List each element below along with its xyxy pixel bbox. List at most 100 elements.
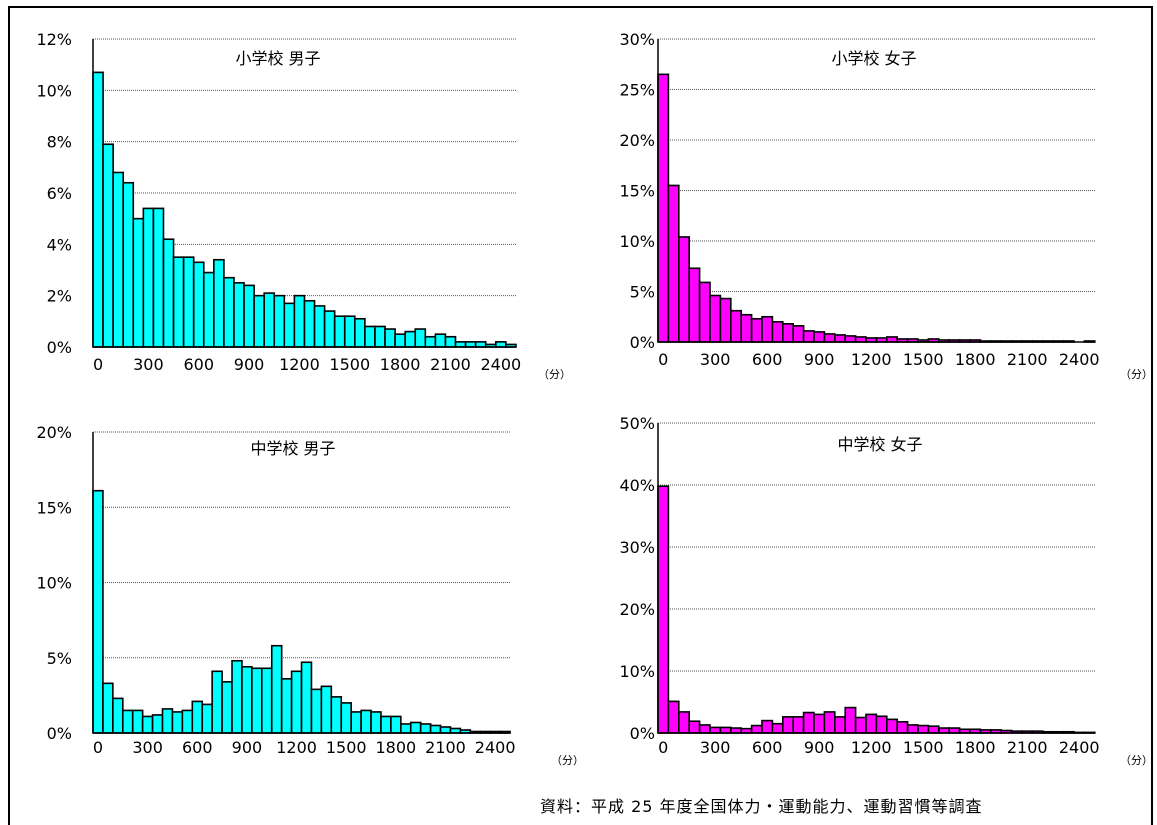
- bar: 1440: 2.4%: [330, 696, 343, 734]
- x-tick-label: 600: [752, 350, 783, 369]
- x-tick-label: 0: [658, 350, 668, 369]
- bar: 780: 3.4%: [221, 681, 233, 734]
- bar: 1500: 1.2%: [917, 724, 930, 734]
- bar: 960: 3.4%: [823, 711, 836, 734]
- chart-junior-high-boys: 中学校 男子 （分） 0% 5% 10% 15% 20% 0: 16.1%60: 3.3%…: [36, 423, 584, 767]
- y-tick-label: 20%: [36, 423, 72, 442]
- y-tick-label: 25%: [619, 81, 655, 100]
- bar: 1500: 2%: [340, 702, 352, 734]
- bar: 1020: 2.1%: [263, 292, 276, 348]
- y-tick-label: 10%: [36, 81, 72, 100]
- y-tick-label: 10%: [619, 232, 655, 251]
- bar: 1380: 1.8%: [896, 721, 909, 734]
- x-tick-label: 1500: [903, 738, 944, 757]
- bar: 660: 2.9%: [202, 271, 215, 348]
- bar: 720: 1.8%: [782, 323, 795, 343]
- bar: 1380: 3.1%: [320, 685, 333, 734]
- bar: 1260: 2.7%: [875, 715, 888, 734]
- panel-title: 小学校 男子: [235, 49, 320, 68]
- bar: 1920: 0.7%: [409, 721, 422, 734]
- x-unit-label: （分）: [551, 754, 584, 767]
- y-tick-label: 2%: [47, 287, 72, 306]
- bar: 2160: 0.2%: [454, 341, 467, 348]
- bar: 1920: 0.7%: [414, 328, 427, 348]
- bar: 1020: 2.6%: [833, 716, 846, 734]
- bar: 1020: 0.7%: [833, 334, 846, 343]
- x-tick-label: 1200: [851, 350, 892, 369]
- x-tick-label: 2400: [1059, 350, 1100, 369]
- x-tick-label: 600: [183, 355, 214, 374]
- x-tick-label: 900: [804, 350, 835, 369]
- x-tick-label: 1500: [326, 738, 367, 757]
- bar: 660: 1.5%: [771, 722, 784, 734]
- bar: 900: 2.4%: [243, 284, 255, 348]
- x-tick-label: 0: [93, 355, 103, 374]
- y-tick-label: 6%: [47, 184, 72, 203]
- x-tick-label: 300: [700, 350, 731, 369]
- bar: 840: 4.8%: [231, 659, 243, 734]
- bar: 240: 1.3%: [698, 724, 711, 734]
- bar: 1140: 1.7%: [283, 302, 296, 348]
- y-tick-label: 0%: [47, 338, 72, 357]
- bar: 840: 3.3%: [802, 711, 815, 734]
- bar: 540: 1.2%: [750, 724, 763, 734]
- bar: 420: 1.6%: [161, 708, 174, 734]
- y-tick-label: 20%: [619, 131, 655, 150]
- bar: 0: 39.8%: [657, 485, 670, 734]
- x-tick-label: 1800: [955, 350, 996, 369]
- bar: 1440: 1.3%: [906, 724, 919, 734]
- bar: 1620: 0.8%: [364, 325, 376, 348]
- bar: 1140: 2.5%: [854, 716, 867, 734]
- panel-title: 中学校 男子: [250, 439, 335, 458]
- bar: 60: 3.3%: [102, 682, 114, 734]
- bar: 720: 4.1%: [211, 670, 223, 734]
- y-tick-label: 0%: [47, 724, 72, 743]
- bar: 1080: 2%: [273, 294, 286, 348]
- y-tick-label: 30%: [619, 538, 655, 557]
- bar: 360: 5.4%: [152, 207, 165, 348]
- x-unit-label: （分）: [1120, 754, 1153, 767]
- y-tick-label: 4%: [47, 235, 72, 254]
- bar: 180: 7.3%: [688, 267, 701, 343]
- bar: 600: 2%: [761, 719, 774, 734]
- bar: 660: 2%: [771, 320, 784, 343]
- bar: 840: 1.1%: [802, 330, 815, 343]
- bar: 900: 3%: [813, 713, 826, 734]
- x-tick-label: 2400: [475, 738, 516, 757]
- chart-elementary-girls: 小学校 女子 （分） 0%5%10%15%20%25%30%0: 26.5%60…: [619, 30, 1153, 381]
- bar: 300: 5.4%: [142, 207, 155, 348]
- bar: 1860: 0.6%: [404, 330, 417, 348]
- panel-title: 中学校 女子: [837, 435, 922, 454]
- figure-frame: [8, 6, 1153, 825]
- x-tick-label: 300: [133, 355, 164, 374]
- bar: 1620: 1.5%: [360, 709, 372, 734]
- bar: 720: 3.4%: [213, 258, 225, 348]
- bar: 180: 6.4%: [122, 181, 135, 348]
- chart-junior-high-girls: 中学校 女子 （分） 0% 10% 20% 30% 40% 50% 0: 39.8%60: …: [619, 414, 1153, 767]
- y-tick-label: 8%: [47, 133, 72, 152]
- bar: 1740: 1.1%: [380, 715, 392, 734]
- x-tick-label: 0: [658, 738, 668, 757]
- bar: 780: 2.7%: [223, 276, 235, 348]
- x-tick-label: 1800: [376, 738, 417, 757]
- bar: 180: 1.5%: [121, 709, 134, 734]
- bar: 240: 1.5%: [131, 709, 144, 734]
- bar: 660: 1.9%: [201, 703, 213, 734]
- x-tick-label: 1200: [276, 738, 317, 757]
- y-tick-label: 10%: [619, 662, 655, 681]
- bar: 360: 0.9%: [719, 726, 732, 734]
- bar: 2400: 0.2%: [494, 341, 507, 348]
- bar: 0: 10.7%: [92, 71, 104, 348]
- y-tick-label: 30%: [619, 30, 655, 49]
- bar: 0: 16.1%: [92, 489, 104, 734]
- bar: 960: 4.3%: [251, 667, 263, 734]
- x-unit-label: （分）: [1120, 368, 1153, 381]
- bar: 540: 1.5%: [181, 709, 194, 734]
- y-tick-label: 5%: [47, 649, 72, 668]
- y-tick-label: 0%: [630, 333, 655, 352]
- bar: 780: 1.6%: [792, 325, 805, 343]
- bar: 1680: 0.8%: [374, 325, 386, 348]
- bar: 1320: 2.2%: [885, 718, 898, 734]
- bar: 1260: 4.7%: [300, 661, 313, 734]
- x-tick-label: 1800: [955, 738, 996, 757]
